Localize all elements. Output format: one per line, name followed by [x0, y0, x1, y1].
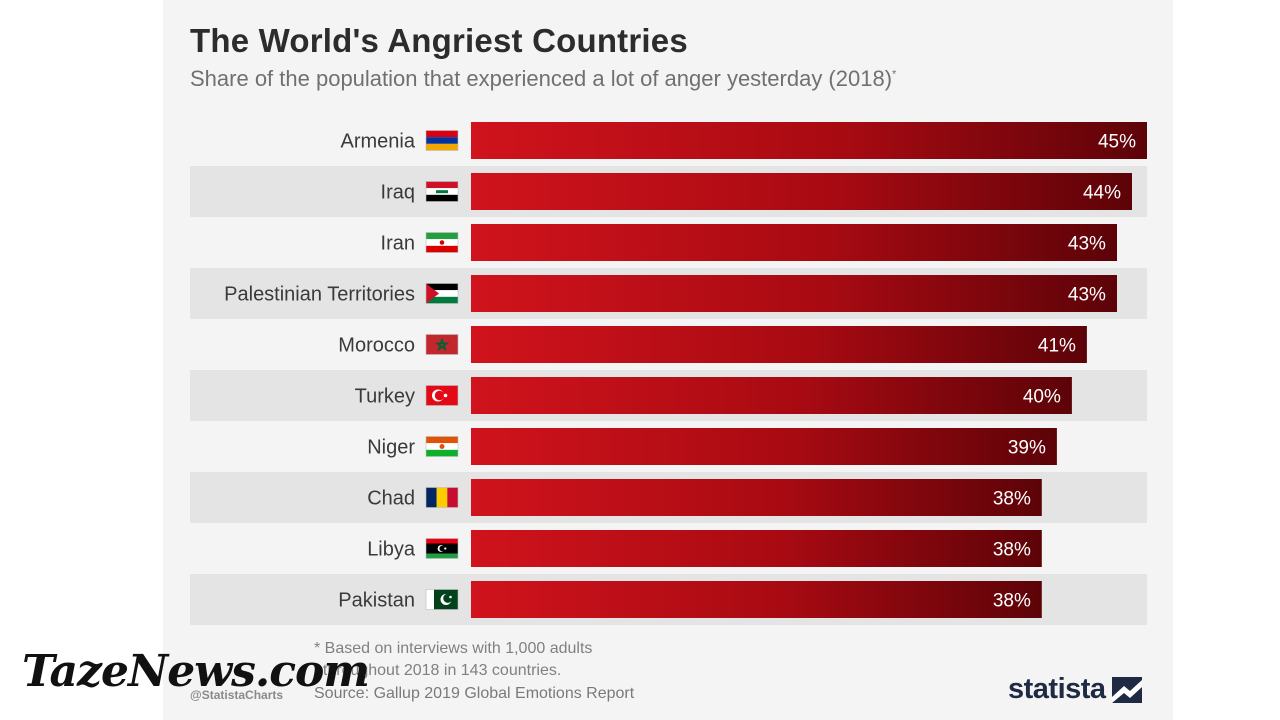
value-label-morocco: 41% [1038, 336, 1076, 357]
chart-subtitle: Share of the population that experienced… [190, 66, 896, 92]
value-label-libya: 38% [993, 540, 1031, 561]
value-label-pakistan: 38% [993, 591, 1031, 612]
bar-iran[interactable] [471, 224, 1117, 261]
bar-palestinian-territories[interactable] [471, 275, 1117, 312]
watermark: TazeNews.com [22, 646, 370, 697]
flag-pakistan-icon [425, 589, 459, 610]
statista-logo-icon [1111, 676, 1142, 703]
flag-iran-icon [425, 232, 459, 253]
bar-armenia[interactable] [471, 122, 1147, 159]
source-note: Source: Gallup 2019 Global Emotions Repo… [314, 685, 635, 702]
bar-libya[interactable] [471, 530, 1042, 567]
flag-niger-icon [425, 436, 459, 457]
chart-title: The World's Angriest Countries [190, 22, 688, 59]
category-label-pakistan: Pakistan [338, 590, 415, 612]
value-label-niger: 39% [1008, 438, 1046, 459]
bar-niger[interactable] [471, 428, 1057, 465]
value-label-palestinian-territories: 43% [1068, 285, 1106, 306]
flag-chad-icon [425, 487, 459, 508]
value-label-turkey: 40% [1023, 387, 1061, 408]
statista-logo[interactable]: statista [1008, 673, 1142, 706]
category-label-chad: Chad [367, 488, 415, 510]
flag-iraq-icon [425, 181, 459, 202]
category-label-morocco: Morocco [338, 335, 415, 357]
bar-pakistan[interactable] [471, 581, 1042, 618]
logo-text: statista [1008, 673, 1106, 705]
subtitle-text: Share of the population that experienced… [190, 66, 893, 91]
subtitle-footnote-mark: * [892, 68, 897, 81]
category-label-palestinian-territories: Palestinian Territories [224, 284, 415, 306]
category-label-niger: Niger [367, 437, 415, 459]
value-label-armenia: 45% [1098, 132, 1136, 153]
bar-chad[interactable] [471, 479, 1042, 516]
flag-palestine-icon [425, 283, 459, 304]
category-label-iran: Iran [381, 233, 415, 255]
twitter-handle: @StatistaCharts [190, 688, 284, 702]
value-label-chad: 38% [993, 489, 1031, 510]
bar-iraq[interactable] [471, 173, 1132, 210]
flag-turkey-icon [425, 385, 459, 406]
category-label-turkey: Turkey [355, 386, 415, 408]
flag-libya-icon [425, 538, 459, 559]
value-label-iran: 43% [1068, 234, 1106, 255]
category-label-armenia: Armenia [341, 131, 416, 153]
bars [471, 122, 1147, 618]
category-label-libya: Libya [367, 539, 416, 561]
bar-turkey[interactable] [471, 377, 1072, 414]
labels: 45% Armenia 44% Iraq 43% Iran 43% Palestinian T… [224, 130, 1136, 612]
category-label-iraq: Iraq [381, 182, 415, 204]
bar-morocco[interactable] [471, 326, 1087, 363]
flag-armenia-icon [425, 130, 459, 151]
flag-morocco-icon [425, 334, 459, 355]
footnote: * Based on interviews with 1,000 adults … [314, 640, 593, 679]
value-label-iraq: 44% [1083, 183, 1121, 204]
